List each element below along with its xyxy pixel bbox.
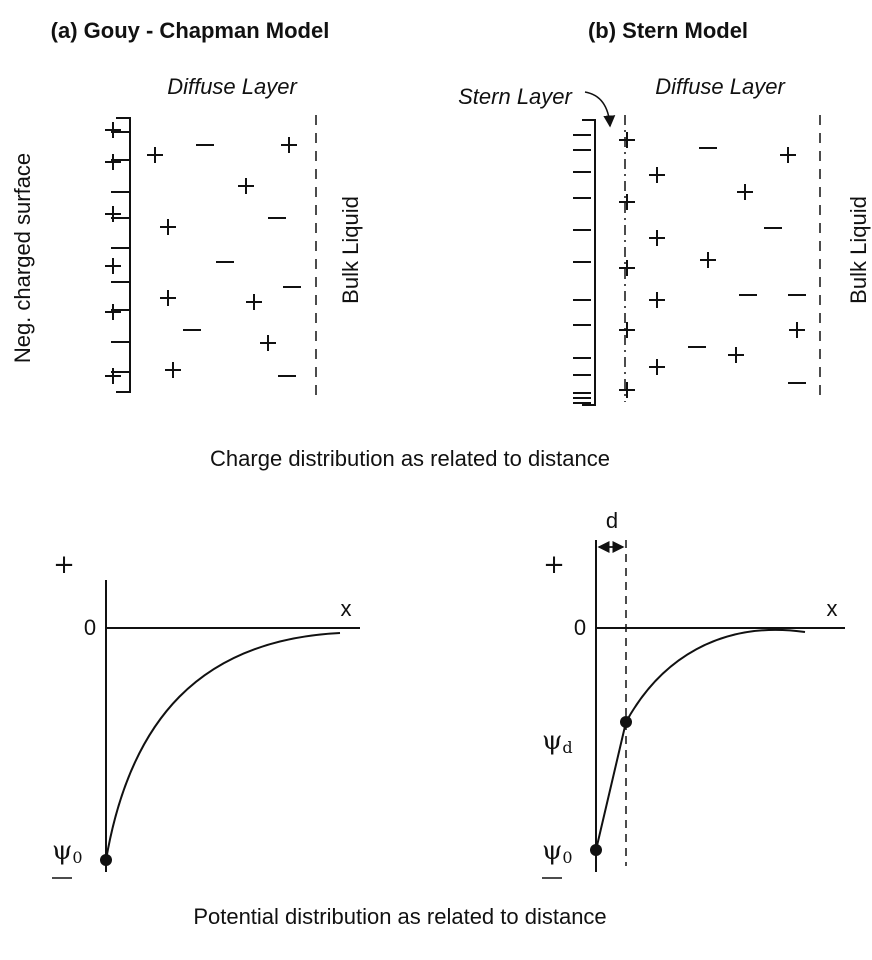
bulk-label: Bulk Liquid bbox=[846, 196, 871, 304]
surface-point bbox=[590, 844, 602, 856]
plus-label: + bbox=[53, 550, 75, 580]
caption: Charge distribution as related to distan… bbox=[210, 446, 610, 471]
stern-label: Stern Layer bbox=[458, 84, 573, 109]
bulk-label: Bulk Liquid bbox=[338, 196, 363, 304]
plus-label: + bbox=[543, 550, 565, 580]
surface-point bbox=[100, 854, 112, 866]
d-label: d bbox=[606, 508, 618, 533]
zero-label: 0 bbox=[84, 615, 96, 640]
psi0-label: ψ0 bbox=[542, 836, 573, 867]
panel-title: (b) Stern Model bbox=[588, 18, 748, 43]
x-label: x bbox=[827, 596, 838, 621]
caption: Potential distribution as related to dis… bbox=[193, 904, 606, 929]
charges bbox=[105, 122, 301, 384]
surface bbox=[582, 119, 596, 406]
stern-point bbox=[620, 716, 632, 728]
panel-title: (a) Gouy - Chapman Model bbox=[51, 18, 330, 43]
charges bbox=[573, 132, 806, 404]
potential-curve bbox=[105, 632, 341, 861]
potential-curve bbox=[595, 628, 806, 851]
x-label: x bbox=[341, 596, 352, 621]
psid-label: ψd bbox=[542, 726, 573, 757]
zero-label: 0 bbox=[574, 615, 586, 640]
psi0-label: ψ0 bbox=[52, 836, 83, 867]
diffuse-label: Diffuse Layer bbox=[655, 74, 786, 99]
surface-label: Neg. charged surface bbox=[10, 153, 35, 363]
surface bbox=[116, 117, 131, 393]
diffuse-label: Diffuse Layer bbox=[167, 74, 298, 99]
stern-arrow bbox=[584, 91, 616, 128]
